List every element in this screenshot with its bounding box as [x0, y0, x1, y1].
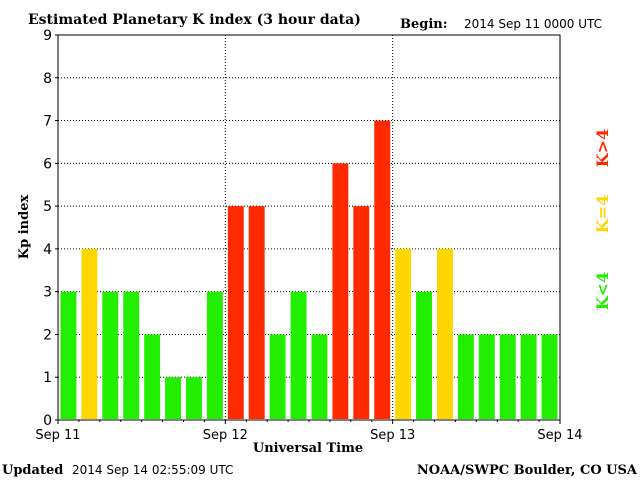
kp-bar: [478, 334, 495, 419]
bars-group: [60, 120, 558, 420]
kp-bar: [290, 291, 307, 419]
chart-title: Estimated Planetary K index (3 hour data…: [28, 12, 361, 28]
begin-value: 2014 Sep 11 0000 UTC: [464, 17, 602, 31]
y-tick-label: 6: [43, 156, 52, 172]
kp-bar: [144, 334, 161, 419]
kp-bar: [374, 120, 391, 420]
y-tick-label: 9: [43, 28, 52, 44]
kp-bar: [437, 248, 453, 419]
x-tick-label: Sep 11: [35, 428, 80, 443]
kp-bar: [499, 334, 516, 419]
y-axis-ticks: 0 1 2 3 4 5 6 7 8 9: [43, 28, 58, 429]
kp-bar: [457, 334, 474, 419]
kp-bar: [311, 334, 328, 419]
y-tick-label: 2: [43, 327, 52, 343]
y-tick-label: 4: [43, 242, 52, 258]
y-tick-label: 5: [43, 199, 52, 215]
begin-label: Begin:: [400, 17, 448, 32]
kp-bar: [416, 291, 432, 419]
legend-k-less-4: K<4: [593, 272, 612, 310]
kp-bar: [227, 206, 244, 419]
kp-bar: [353, 206, 370, 419]
updated-label: Updated: [2, 463, 63, 478]
kp-bar: [123, 291, 140, 419]
y-tick-label: 8: [43, 71, 52, 87]
grid-lines: [58, 35, 560, 420]
kp-bar: [206, 291, 223, 419]
kp-bar: [520, 334, 537, 419]
kp-bar: [60, 291, 77, 419]
plot-area: [57, 34, 561, 421]
legend-k-equal-4: K=4: [593, 195, 612, 233]
y-tick-label: 7: [43, 114, 52, 130]
y-tick-label: 3: [43, 285, 52, 301]
kp-bar: [395, 248, 412, 419]
x-tick-label: Sep 12: [203, 428, 248, 443]
kp-bar: [248, 206, 265, 419]
updated-value: 2014 Sep 14 02:55:09 UTC: [72, 463, 233, 477]
kp-bar: [165, 377, 181, 419]
kp-bar: [81, 248, 98, 419]
kp-bar: [186, 377, 202, 419]
x-tick-label: Sep 14: [537, 428, 582, 443]
x-tick-label: Sep 13: [370, 428, 415, 443]
kp-bar: [269, 334, 286, 419]
x-axis-ticks: Sep 11 Sep 12 Sep 13 Sep 14: [35, 420, 583, 443]
y-axis-label: Kp index: [17, 195, 32, 260]
credit-text: NOAA/SWPC Boulder, CO USA: [417, 463, 638, 478]
kp-bar: [541, 334, 558, 419]
kp-bar: [102, 291, 119, 419]
x-axis-label: Universal Time: [253, 441, 363, 456]
kp-bar: [332, 163, 349, 419]
legend-k-greater-4: K>4: [593, 129, 612, 167]
y-tick-label: 0: [43, 413, 52, 429]
y-tick-label: 1: [43, 370, 52, 386]
